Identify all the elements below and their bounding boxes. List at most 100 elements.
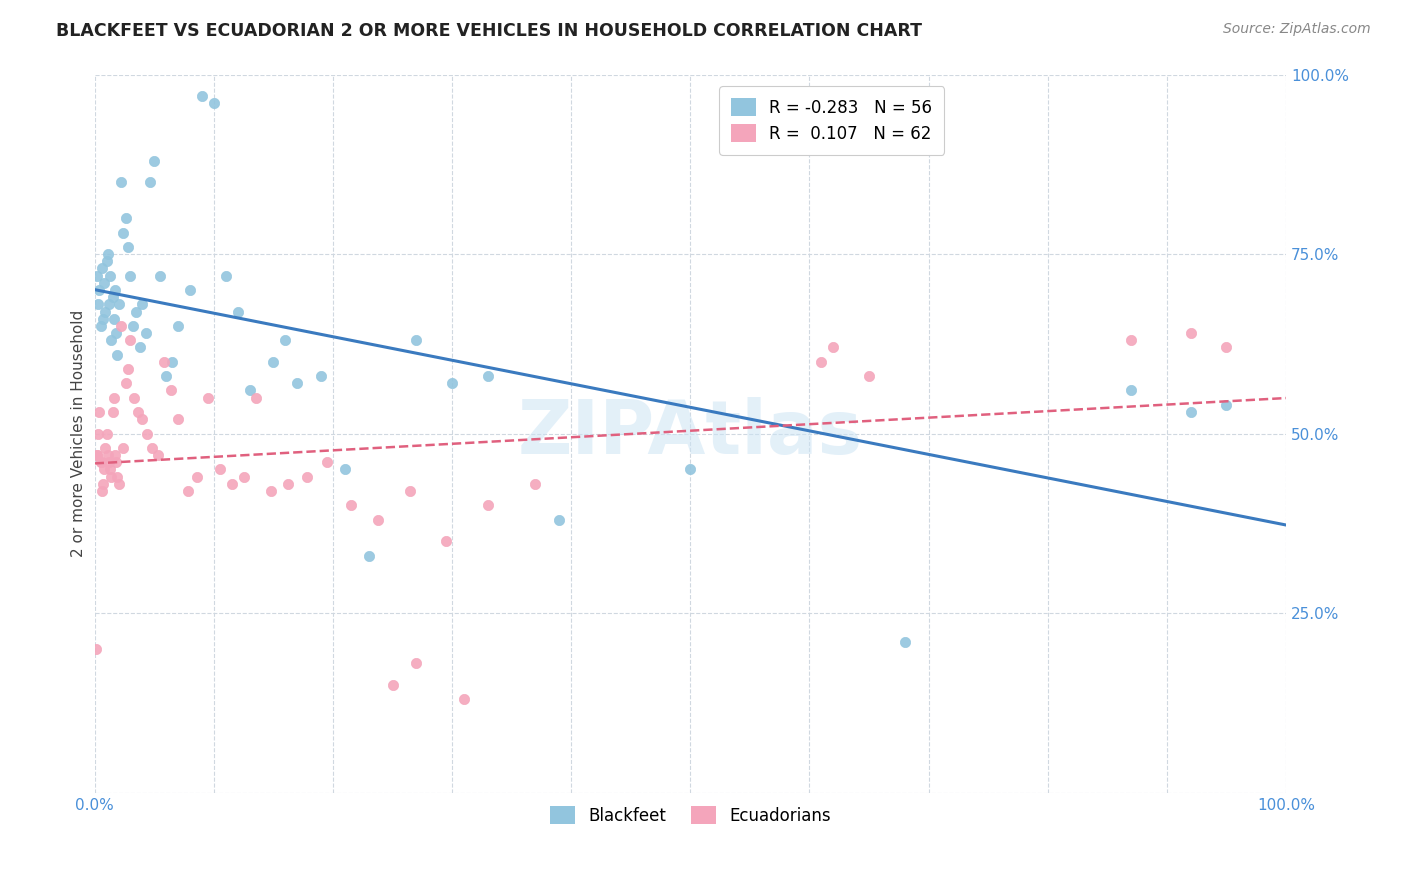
Point bbox=[136, 426, 159, 441]
Point bbox=[179, 283, 201, 297]
Point bbox=[105, 455, 128, 469]
Point bbox=[101, 405, 124, 419]
Point bbox=[381, 678, 404, 692]
Point bbox=[117, 362, 139, 376]
Point bbox=[117, 240, 139, 254]
Point bbox=[441, 376, 464, 391]
Point bbox=[91, 311, 114, 326]
Point bbox=[90, 483, 112, 498]
Point bbox=[274, 333, 297, 347]
Point bbox=[90, 318, 112, 333]
Point bbox=[155, 369, 177, 384]
Point bbox=[84, 642, 107, 657]
Point bbox=[197, 391, 219, 405]
Point bbox=[98, 268, 121, 283]
Point bbox=[1215, 398, 1237, 412]
Point bbox=[105, 326, 128, 340]
Point bbox=[86, 448, 108, 462]
Point bbox=[208, 462, 231, 476]
Y-axis label: 2 or more Vehicles in Household: 2 or more Vehicles in Household bbox=[72, 310, 86, 558]
Point bbox=[153, 355, 176, 369]
Point bbox=[105, 469, 128, 483]
Point bbox=[93, 276, 115, 290]
Point bbox=[399, 483, 422, 498]
Point bbox=[367, 513, 389, 527]
Point bbox=[548, 513, 571, 527]
Point bbox=[160, 355, 183, 369]
Point bbox=[125, 304, 148, 318]
Point bbox=[340, 499, 363, 513]
Point bbox=[97, 448, 120, 462]
Legend: Blackfeet, Ecuadorians: Blackfeet, Ecuadorians bbox=[540, 796, 841, 835]
Point bbox=[202, 96, 225, 111]
Point bbox=[105, 348, 128, 362]
Point bbox=[100, 469, 122, 483]
Point bbox=[94, 304, 117, 318]
Point bbox=[143, 153, 166, 168]
Point bbox=[434, 534, 457, 549]
Point bbox=[167, 318, 190, 333]
Point bbox=[131, 412, 153, 426]
Point bbox=[277, 476, 299, 491]
Point bbox=[135, 326, 157, 340]
Point bbox=[104, 448, 127, 462]
Point bbox=[221, 476, 243, 491]
Point bbox=[94, 441, 117, 455]
Point bbox=[477, 369, 499, 384]
Point bbox=[103, 311, 125, 326]
Point bbox=[98, 297, 121, 311]
Point bbox=[1119, 384, 1142, 398]
Point bbox=[823, 340, 845, 354]
Point bbox=[191, 89, 214, 103]
Point bbox=[91, 476, 114, 491]
Point bbox=[893, 635, 915, 649]
Point bbox=[524, 476, 547, 491]
Point bbox=[89, 283, 111, 297]
Point bbox=[146, 448, 169, 462]
Point bbox=[96, 254, 118, 268]
Point bbox=[120, 268, 142, 283]
Point bbox=[101, 290, 124, 304]
Point bbox=[260, 483, 283, 498]
Point bbox=[477, 499, 499, 513]
Point bbox=[104, 283, 127, 297]
Point bbox=[86, 448, 108, 462]
Point bbox=[98, 455, 121, 469]
Point bbox=[245, 391, 267, 405]
Point bbox=[232, 469, 254, 483]
Point bbox=[141, 441, 163, 455]
Point bbox=[90, 261, 112, 276]
Point bbox=[167, 412, 190, 426]
Point bbox=[160, 384, 183, 398]
Point bbox=[110, 318, 132, 333]
Point bbox=[114, 376, 136, 391]
Point bbox=[98, 462, 121, 476]
Point bbox=[405, 333, 427, 347]
Point bbox=[96, 426, 118, 441]
Point bbox=[285, 376, 308, 391]
Point bbox=[186, 469, 208, 483]
Point bbox=[226, 304, 249, 318]
Point bbox=[405, 657, 427, 671]
Point bbox=[1180, 405, 1202, 419]
Point bbox=[86, 268, 108, 283]
Point bbox=[333, 462, 356, 476]
Point bbox=[1119, 333, 1142, 347]
Point bbox=[89, 405, 111, 419]
Point bbox=[239, 384, 262, 398]
Point bbox=[87, 297, 110, 311]
Point bbox=[97, 247, 120, 261]
Point bbox=[176, 483, 198, 498]
Text: ZIPAtlas: ZIPAtlas bbox=[517, 397, 863, 470]
Point bbox=[149, 268, 172, 283]
Point bbox=[90, 455, 112, 469]
Point bbox=[100, 333, 122, 347]
Point bbox=[295, 469, 318, 483]
Point bbox=[122, 391, 145, 405]
Text: Source: ZipAtlas.com: Source: ZipAtlas.com bbox=[1223, 22, 1371, 37]
Point bbox=[453, 692, 475, 706]
Point bbox=[357, 549, 380, 563]
Point bbox=[215, 268, 238, 283]
Point bbox=[138, 175, 160, 189]
Point bbox=[1215, 340, 1237, 354]
